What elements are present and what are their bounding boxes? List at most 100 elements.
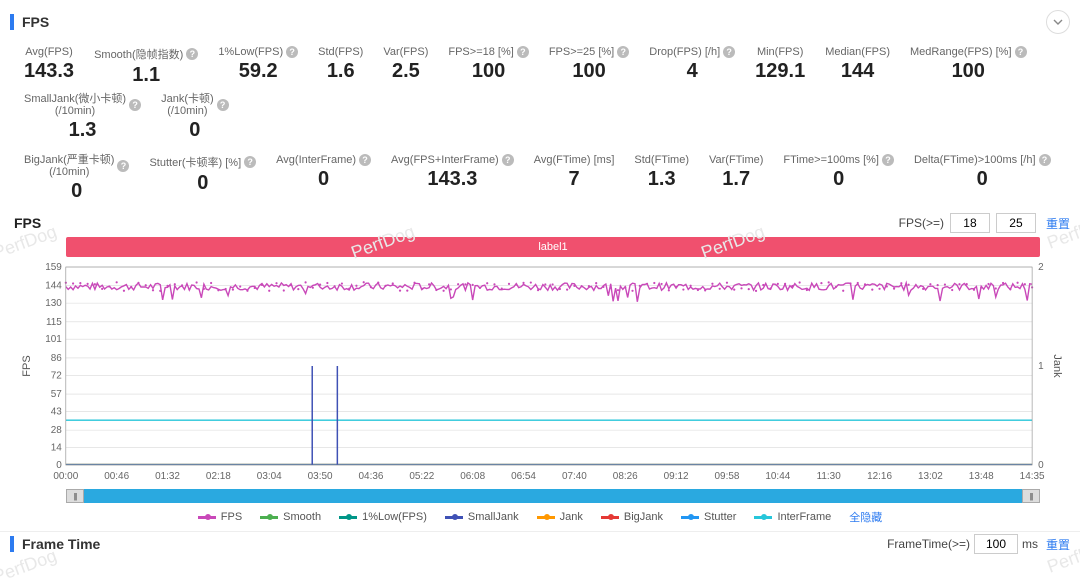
legend-item[interactable]: BigJank xyxy=(601,511,663,523)
svg-text:101: 101 xyxy=(45,335,62,346)
legend-item[interactable]: 1%Low(FPS) xyxy=(339,511,427,523)
help-icon[interactable]: ? xyxy=(217,99,229,111)
legend-swatch xyxy=(339,516,357,519)
legend-item[interactable]: SmallJank xyxy=(445,511,519,523)
metrics-row-2: BigJank(严重卡顿)(/10min)?0Stutter(卡顿率) [%]?… xyxy=(10,146,1070,207)
svg-text:144: 144 xyxy=(45,281,62,292)
svg-text:FPS: FPS xyxy=(21,356,33,377)
metrics-row-1: Avg(FPS) 143.3 Smooth(隐帧指数)?1.1 1%Low(FPS)?… xyxy=(10,38,1070,146)
legend-swatch xyxy=(754,516,772,519)
metric-label: Avg(InterFrame)? xyxy=(276,154,371,166)
metric: SmallJank(微小卡顿)(/10min)?1.3 xyxy=(14,91,151,146)
frametime-unit: ms xyxy=(1022,537,1038,551)
scroll-handle-right[interactable]: ||| xyxy=(1022,489,1040,503)
metric: Avg(FPS+InterFrame)? 143.3 xyxy=(381,152,524,207)
fps-threshold-label: FPS(>=) xyxy=(899,216,944,230)
legend-item[interactable]: FPS xyxy=(198,511,242,523)
legend-label: Stutter xyxy=(704,511,736,523)
fps-reset-link[interactable]: 重置 xyxy=(1046,215,1070,232)
fps-threshold-input-1[interactable] xyxy=(950,213,990,233)
help-icon[interactable]: ? xyxy=(502,154,514,166)
metric-value: 100 xyxy=(952,60,985,83)
frametime-input[interactable] xyxy=(974,534,1018,554)
root: PerfDog PerfDog PerfDog PerfDog PerfDog … xyxy=(0,0,1080,554)
fps-chart[interactable]: 014284357728610111513014415901200:0000:4… xyxy=(18,263,1062,489)
frametime-header: Frame Time FrameTime(>=) ms 重置 xyxy=(0,532,1080,554)
svg-text:12:16: 12:16 xyxy=(867,471,892,482)
metric-value: 0 xyxy=(71,180,82,203)
metric-label: SmallJank(微小卡顿)(/10min)? xyxy=(24,93,141,117)
legend-label: FPS xyxy=(221,511,242,523)
panel-title: FPS xyxy=(22,14,49,30)
metric-label: FTime>=100ms [%]? xyxy=(783,154,894,166)
scroll-handle-left[interactable]: ||| xyxy=(66,489,84,503)
metric-label: BigJank(严重卡顿)(/10min)? xyxy=(24,154,129,178)
metric-value: 1.3 xyxy=(69,119,97,142)
help-icon[interactable]: ? xyxy=(359,154,371,166)
legend-item[interactable]: Stutter xyxy=(681,511,736,523)
metric-value: 0 xyxy=(197,172,208,195)
fps-chart-title: FPS xyxy=(10,213,41,233)
legend-item[interactable]: Jank xyxy=(537,511,583,523)
metric-value: 143.3 xyxy=(427,168,477,191)
metric: Std(FTime) 1.3 xyxy=(624,152,699,207)
metric-label: Avg(FPS) xyxy=(25,46,72,58)
help-icon[interactable]: ? xyxy=(186,48,198,60)
help-icon[interactable]: ? xyxy=(286,46,298,58)
legend-swatch xyxy=(537,516,555,519)
metric: Smooth(隐帧指数)?1.1 xyxy=(84,44,208,91)
metric: Var(FPS)2.5 xyxy=(373,44,438,91)
fps-threshold-input-2[interactable] xyxy=(996,213,1036,233)
legend-swatch xyxy=(198,516,216,519)
metric-value: 1.6 xyxy=(327,60,355,83)
legend-item[interactable]: InterFrame xyxy=(754,511,831,523)
metric-label: 1%Low(FPS)? xyxy=(218,46,298,58)
metric: Median(FPS)144 xyxy=(815,44,900,91)
help-icon[interactable]: ? xyxy=(117,160,129,172)
collapse-button[interactable] xyxy=(1046,10,1070,34)
svg-text:01:32: 01:32 xyxy=(155,471,180,482)
frametime-title: Frame Time xyxy=(22,536,100,552)
metric: Min(FPS)129.1 xyxy=(745,44,815,91)
help-icon[interactable]: ? xyxy=(882,154,894,166)
help-icon[interactable]: ? xyxy=(129,99,141,111)
chart-legend: FPS Smooth 1%Low(FPS) SmallJank Jank BigJank S… xyxy=(10,505,1070,527)
help-icon[interactable]: ? xyxy=(617,46,629,58)
metric: Avg(FPS) 143.3 xyxy=(14,44,84,91)
legend-label: 1%Low(FPS) xyxy=(362,511,427,523)
help-icon[interactable]: ? xyxy=(1015,46,1027,58)
frametime-label: FrameTime(>=) xyxy=(887,537,970,551)
metric-value: 1.3 xyxy=(648,168,676,191)
help-icon[interactable]: ? xyxy=(1039,154,1051,166)
metric-value: 0 xyxy=(977,168,988,191)
svg-text:06:54: 06:54 xyxy=(511,471,536,482)
svg-text:72: 72 xyxy=(51,371,63,382)
frametime-reset-link[interactable]: 重置 xyxy=(1046,536,1070,553)
chart-time-scrollbar[interactable]: ||| ||| xyxy=(66,489,1040,503)
svg-text:14:35: 14:35 xyxy=(1020,471,1045,482)
help-icon[interactable]: ? xyxy=(244,156,256,168)
svg-text:03:04: 03:04 xyxy=(257,471,282,482)
legend-item[interactable]: Smooth xyxy=(260,511,321,523)
metric-value: 4 xyxy=(687,60,698,83)
svg-text:02:18: 02:18 xyxy=(206,471,231,482)
legend-hide-all[interactable]: 全隐藏 xyxy=(849,509,882,525)
metric: FPS>=25 [%]?100 xyxy=(539,44,639,91)
chart-label-bar[interactable]: label1 xyxy=(66,237,1040,257)
metric-value: 7 xyxy=(569,168,580,191)
help-icon[interactable]: ? xyxy=(517,46,529,58)
metric-value: 143.3 xyxy=(24,60,74,83)
metric-label: Avg(FPS+InterFrame)? xyxy=(391,154,514,166)
svg-text:08:26: 08:26 xyxy=(613,471,638,482)
legend-label: BigJank xyxy=(624,511,663,523)
metric-value: 129.1 xyxy=(755,60,805,83)
metric: MedRange(FPS) [%]? 100 xyxy=(900,44,1036,91)
metric-value: 0 xyxy=(189,119,200,142)
metric: FTime>=100ms [%]?0 xyxy=(773,152,904,207)
metric: Avg(FTime) [ms]7 xyxy=(524,152,625,207)
metric-label: Std(FTime) xyxy=(634,154,689,166)
svg-text:13:48: 13:48 xyxy=(969,471,994,482)
help-icon[interactable]: ? xyxy=(723,46,735,58)
metric-label: MedRange(FPS) [%]? xyxy=(910,46,1026,58)
legend-swatch xyxy=(681,516,699,519)
